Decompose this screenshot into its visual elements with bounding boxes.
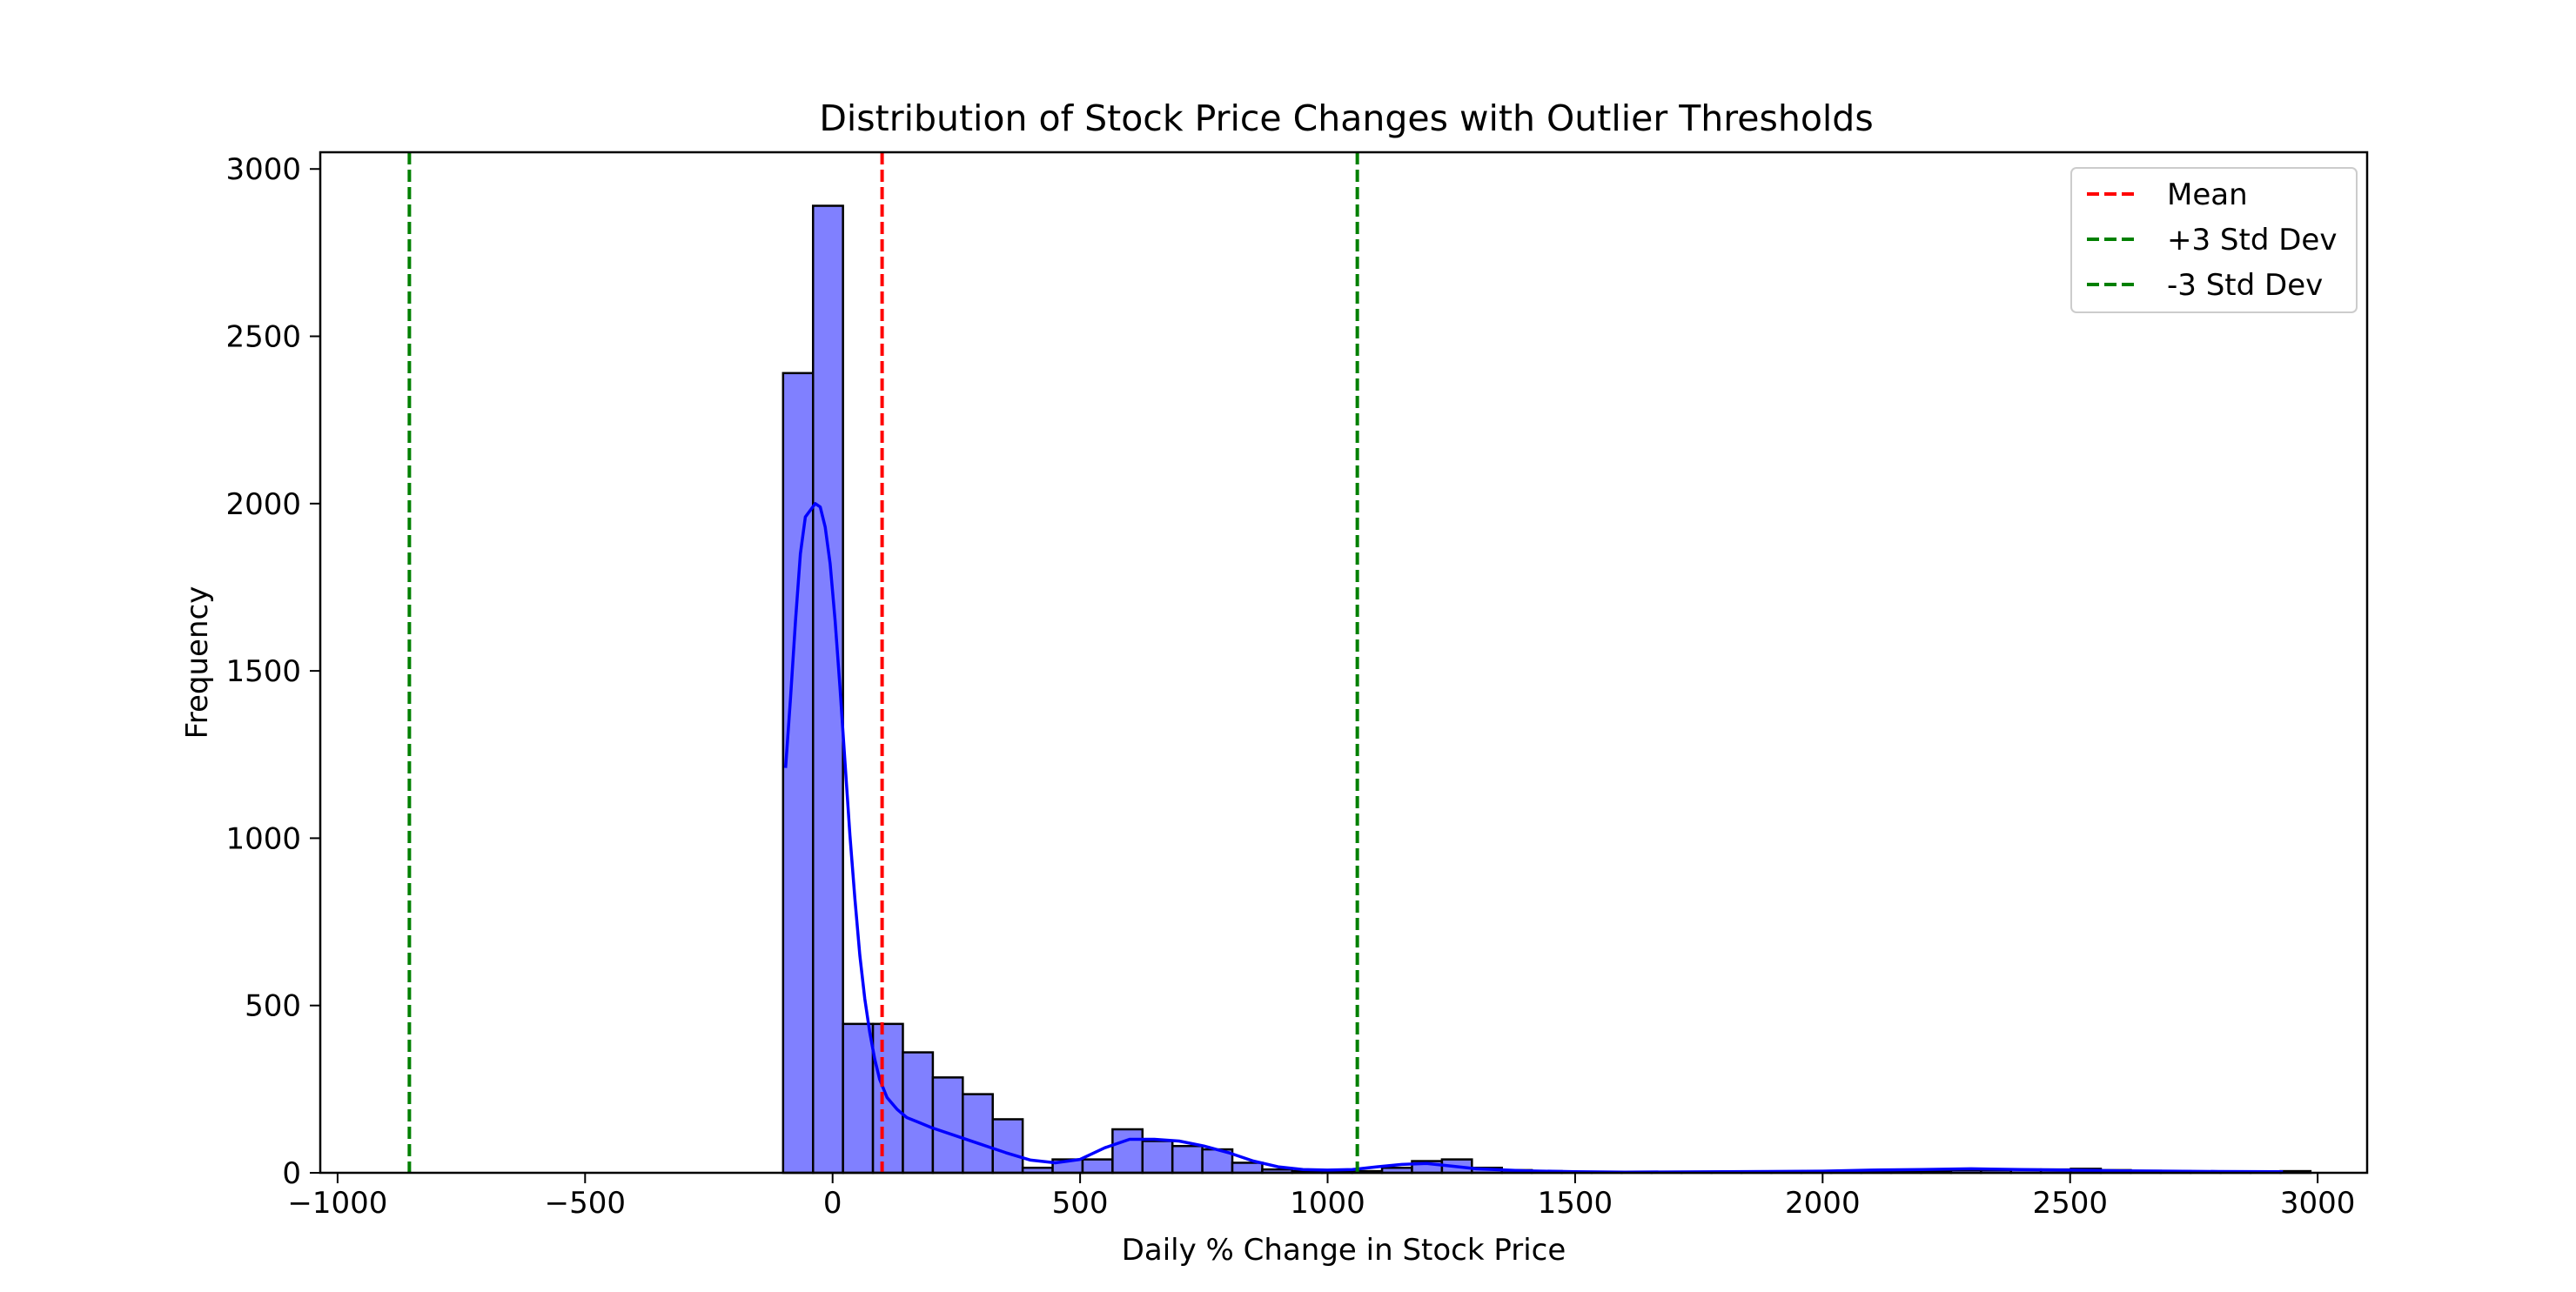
y-axis-label: Frequency [180, 586, 215, 740]
histogram-bar [991, 1118, 1024, 1175]
kde-line [783, 502, 2284, 1174]
y-axis: 0 500 1000 1500 2000 2500 3000 [225, 152, 320, 1191]
y-tick-label: 3000 [225, 152, 301, 187]
plot-frame [319, 151, 2369, 1175]
legend-label: +3 Std Dev [2167, 223, 2337, 258]
y-tick-label: 500 [245, 989, 301, 1024]
x-tick-label: 0 [823, 1186, 842, 1221]
x-tick-label: −500 [545, 1186, 626, 1221]
x-tick-label: 2500 [2032, 1186, 2108, 1221]
histogram-bar [902, 1051, 935, 1175]
histogram-bar [1081, 1158, 1114, 1175]
x-tick-label: 3000 [2280, 1186, 2356, 1221]
histogram-bar [811, 204, 844, 1175]
plot-area [407, 152, 2312, 1175]
chart-title: Distribution of Stock Price Changes with… [819, 97, 1873, 139]
legend-label: Mean [2167, 177, 2248, 212]
x-tick-label: 1000 [1290, 1186, 1365, 1221]
y-tick-label: 1500 [225, 654, 301, 689]
x-axis: −1000 −500 0 500 1000 1500 2000 2500 3000 [287, 1173, 2355, 1221]
x-tick-label: −1000 [287, 1186, 387, 1221]
legend-box [2070, 167, 2358, 313]
y-tick-label: 2500 [225, 320, 301, 355]
legend: Mean +3 Std Dev -3 Std Dev [2070, 167, 2358, 313]
legend-label: -3 Std Dev [2167, 268, 2323, 303]
histogram-bar [1141, 1140, 1174, 1175]
y-tick-label: 1000 [225, 821, 301, 856]
y-tick-label: 0 [282, 1156, 301, 1191]
histogram-bar [1231, 1161, 1264, 1175]
histogram-bar [782, 372, 815, 1175]
histogram-bar [1111, 1128, 1144, 1175]
y-tick-label: 2000 [225, 487, 301, 522]
histogram-bar [842, 1022, 875, 1175]
x-tick-label: 2000 [1785, 1186, 1861, 1221]
x-tick-label: 500 [1052, 1186, 1109, 1221]
x-axis-label: Daily % Change in Stock Price [1122, 1233, 1566, 1268]
histogram-bar [931, 1076, 964, 1175]
histogram-bar [1171, 1144, 1204, 1175]
histogram-bar [962, 1093, 994, 1175]
x-tick-label: 1500 [1538, 1186, 1613, 1221]
